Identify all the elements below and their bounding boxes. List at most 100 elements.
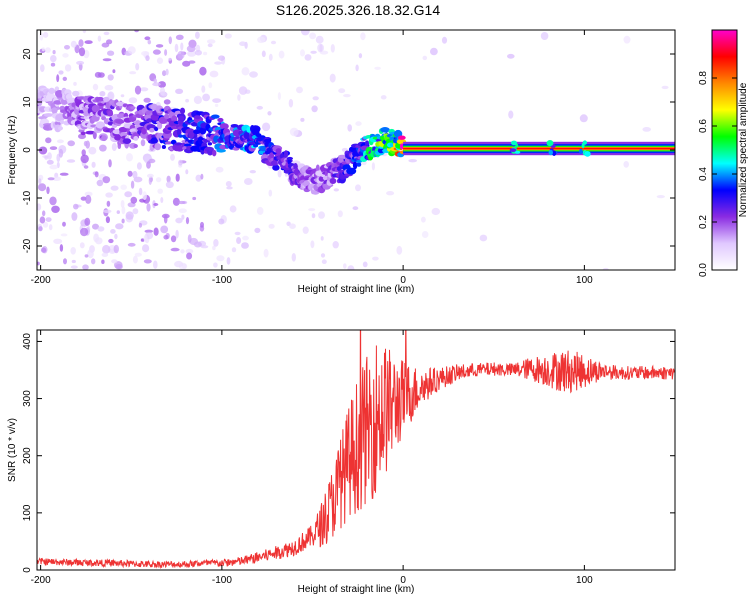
noise-blob bbox=[80, 227, 89, 237]
noise-blob bbox=[112, 69, 116, 74]
noise-blob bbox=[300, 117, 305, 122]
ridge-blob bbox=[211, 114, 220, 119]
noise-blob bbox=[71, 259, 76, 264]
noise-blob bbox=[602, 267, 609, 270]
noise-blob bbox=[422, 55, 428, 61]
noise-blob bbox=[127, 170, 133, 177]
ridge-blob bbox=[275, 148, 282, 154]
noise-blob bbox=[166, 175, 171, 183]
noise-blob bbox=[249, 71, 258, 78]
noise-blob bbox=[38, 183, 47, 192]
noise-blob bbox=[76, 60, 85, 65]
noise-blob bbox=[187, 234, 192, 243]
noise-blob bbox=[40, 64, 45, 72]
noise-blob bbox=[38, 178, 42, 185]
ridge-blob bbox=[219, 123, 229, 130]
noise-blob bbox=[41, 47, 46, 52]
noise-blob bbox=[165, 68, 169, 76]
noise-blob bbox=[82, 30, 87, 34]
noise-blob bbox=[49, 146, 58, 151]
noise-blob bbox=[202, 93, 211, 102]
noise-blob bbox=[212, 245, 216, 251]
noise-blob bbox=[288, 98, 294, 108]
noise-blob bbox=[291, 252, 296, 262]
noise-blob bbox=[256, 206, 264, 215]
noise-blob bbox=[107, 50, 115, 56]
carrier-disturbance bbox=[509, 148, 517, 153]
noise-blob bbox=[175, 88, 184, 95]
snr-panel: -200 -100 0 100 0 100 200 300 400 Height of str… bbox=[7, 329, 676, 595]
noise-blob bbox=[244, 178, 253, 185]
noise-blob bbox=[80, 196, 87, 201]
noise-blob bbox=[206, 39, 216, 44]
noise-blob bbox=[42, 221, 49, 228]
noise-blob bbox=[140, 238, 145, 242]
noise-blob bbox=[101, 259, 105, 265]
noise-blob bbox=[330, 44, 335, 53]
noise-blob bbox=[421, 231, 429, 238]
noise-blob bbox=[115, 264, 123, 270]
noise-blob bbox=[127, 46, 136, 54]
noise-blob bbox=[178, 159, 183, 166]
noise-blob bbox=[78, 47, 86, 57]
spectral-amplitude-map bbox=[37, 30, 675, 270]
noise-blob bbox=[130, 196, 138, 204]
noise-blob bbox=[120, 94, 125, 98]
noise-blob bbox=[66, 159, 76, 163]
ridge-blob bbox=[59, 119, 65, 125]
x-tick-label: 0 bbox=[400, 275, 406, 286]
ridge-blob bbox=[54, 124, 62, 133]
ridge-blob bbox=[115, 119, 125, 124]
ridge-blob bbox=[91, 105, 101, 113]
noise-blob bbox=[134, 30, 139, 33]
noise-blob bbox=[185, 98, 190, 103]
noise-blob bbox=[138, 222, 142, 228]
noise-blob bbox=[278, 50, 285, 59]
noise-blob bbox=[300, 49, 305, 57]
ridge-blob bbox=[259, 145, 268, 152]
noise-blob bbox=[50, 62, 56, 67]
noise-blob bbox=[153, 78, 157, 84]
noise-blob bbox=[358, 53, 363, 59]
noise-blob bbox=[38, 226, 43, 232]
noise-blob bbox=[209, 70, 219, 78]
colorbar-ticks: 0.0 0.2 0.4 0.6 0.8 bbox=[698, 71, 737, 277]
ridge-blob bbox=[122, 138, 132, 145]
noise-blob bbox=[203, 51, 208, 56]
noise-blob bbox=[642, 126, 651, 132]
noise-blob bbox=[360, 32, 366, 41]
x-tick-label: -200 bbox=[31, 575, 51, 586]
noise-blob bbox=[58, 148, 64, 158]
noise-blob bbox=[311, 213, 316, 219]
noise-blob bbox=[226, 257, 231, 265]
noise-blob bbox=[263, 248, 269, 258]
noise-blob bbox=[78, 39, 84, 47]
noise-blob bbox=[158, 81, 166, 88]
ridge-blob bbox=[133, 144, 138, 148]
noise-blob bbox=[110, 185, 119, 191]
noise-blob bbox=[47, 152, 52, 160]
noise-blob bbox=[82, 264, 89, 270]
noise-blob bbox=[105, 216, 110, 224]
noise-blob bbox=[302, 226, 309, 234]
ridge-blob bbox=[380, 127, 390, 133]
noise-blob bbox=[79, 242, 85, 249]
colorbar-label: Normalized spectral amplitude bbox=[738, 82, 749, 217]
noise-blob bbox=[195, 174, 202, 182]
ridge-blob bbox=[164, 141, 173, 145]
noise-blob bbox=[59, 244, 64, 252]
noise-blob bbox=[63, 258, 67, 265]
noise-blob bbox=[239, 41, 247, 46]
ridge-blob bbox=[58, 126, 63, 131]
noise-blob bbox=[309, 32, 317, 40]
y-tick-label: 20 bbox=[22, 48, 33, 60]
noise-blob bbox=[216, 255, 225, 262]
noise-blob bbox=[188, 60, 196, 64]
ridge-blob bbox=[199, 126, 207, 135]
noise-blob bbox=[165, 181, 174, 189]
noise-blob bbox=[372, 256, 379, 261]
y-tick-label: 100 bbox=[22, 504, 33, 521]
noise-blob bbox=[177, 50, 185, 60]
noise-blob bbox=[320, 236, 324, 241]
noise-blob bbox=[237, 94, 241, 101]
